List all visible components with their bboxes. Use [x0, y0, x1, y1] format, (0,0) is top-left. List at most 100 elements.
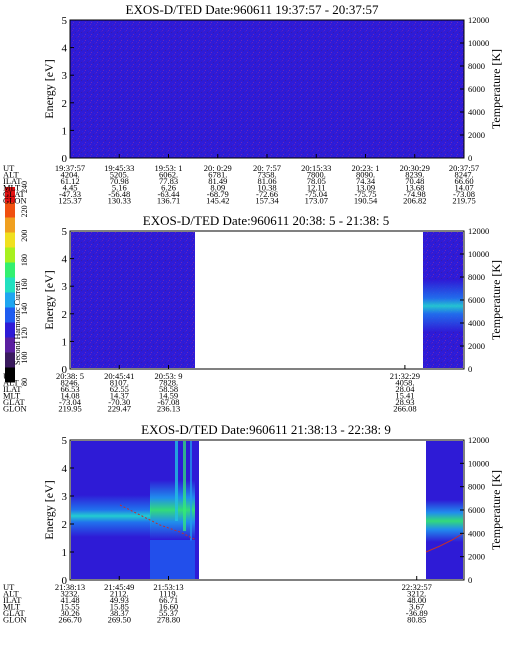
table-cell: 61.12	[60, 176, 79, 186]
table-cell: 5.16	[112, 183, 127, 193]
table-cell: -70.30	[108, 397, 130, 407]
right-tick-label: 10000	[468, 249, 489, 259]
right-tick-label: 0	[468, 153, 472, 163]
left-tick-label: 2	[62, 98, 68, 110]
table-cell: 8246.	[60, 378, 79, 388]
table-cell: 266.70	[58, 615, 81, 625]
table-cell: 21:32:29	[390, 371, 420, 381]
right-tick-label: 12000	[468, 435, 489, 445]
left-tick-label: 2	[62, 309, 68, 321]
left-tick-label: 0	[62, 153, 68, 165]
table-cell: 16.60	[159, 602, 178, 612]
panel-3-title: EXOS-D/TED Date:960611 21:38:13 - 22:38:…	[141, 422, 391, 437]
panel-3: EXOS-D/TED Date:960611 21:38:13 - 22:38:…	[3, 422, 503, 625]
table-cell: 15.85	[110, 602, 129, 612]
panel-3-temperature-trace-right	[425, 533, 463, 553]
panel-3-orbit-table: UTALTILATMLTGLATGLON21:38:133232.41.4815…	[3, 576, 432, 625]
table-cell: -36.89	[406, 608, 428, 618]
panel-1-title: EXOS-D/TED Date:960611 19:37:57 - 20:37:…	[126, 2, 379, 17]
table-cell: 14.07	[454, 183, 473, 193]
colorbar-tick-label: 160	[20, 279, 29, 291]
table-cell: 28.04	[395, 384, 415, 394]
colorbar-swatch	[5, 337, 15, 353]
panel-3-band-left	[71, 495, 151, 537]
colorbar-tick-label: 220	[20, 205, 29, 217]
table-cell: 14.59	[159, 391, 178, 401]
colorbar-swatch	[5, 247, 15, 263]
left-tick-label: 3	[62, 491, 68, 503]
colorbar-tick-label: 120	[20, 327, 29, 339]
colorbar-tick-label: 180	[20, 254, 29, 266]
table-cell: 21:45:49	[104, 582, 134, 592]
colorbar-swatch	[5, 367, 15, 383]
table-cell: 269.50	[108, 615, 131, 625]
panel-3-left-axis: 0 1 2 3 4 5	[62, 435, 74, 587]
right-tick-label: 8000	[468, 61, 485, 71]
table-cell: 20:23: 1	[351, 163, 379, 173]
panel-3-ylabel-right: Temperature [K]	[489, 470, 503, 550]
panel-2-left-axis: 0 1 2 3 4 5	[62, 226, 74, 376]
table-cell: 70.98	[110, 176, 129, 186]
table-cell: 10.38	[257, 183, 276, 193]
left-tick-label: 3	[62, 70, 68, 82]
table-cell: 20: 0:29	[204, 163, 232, 173]
panel-3-low-energy	[150, 540, 195, 579]
table-cell: 19:53: 1	[154, 163, 182, 173]
table-cell: 4.45	[63, 183, 78, 193]
right-tick-label: 4000	[468, 318, 485, 328]
table-row-label: ALT	[3, 589, 20, 599]
panel-3-streak-3	[190, 441, 192, 541]
table-cell: 13.68	[405, 183, 424, 193]
panel-1-spectrogram	[69, 19, 465, 159]
table-cell: 21:53:13	[153, 582, 183, 592]
table-row-label: GLON	[3, 404, 27, 414]
colorbar-tick-label: 240	[20, 181, 29, 193]
table-cell: 66.60	[454, 176, 473, 186]
table-cell: 8107.	[110, 378, 129, 388]
table-cell: 6781.	[208, 170, 227, 180]
colorbar-swatch	[5, 202, 15, 218]
right-tick-label: 0	[468, 364, 472, 374]
left-tick-label: 5	[62, 226, 68, 238]
panel-3-streak-2	[183, 441, 186, 531]
right-tick-label: 12000	[468, 226, 489, 236]
table-cell: -47.33	[59, 189, 81, 199]
right-tick-label: 0	[468, 575, 472, 585]
panel-2-right-axis: 0 2000 4000 6000 8000 10000 12000	[460, 226, 489, 374]
table-cell: 6062.	[159, 170, 178, 180]
table-cell: 190.54	[354, 196, 378, 206]
table-row-label: ALT	[3, 170, 20, 180]
panel-1-ylabel: Energy [eV]	[42, 59, 56, 118]
colorbar: 80 100 120 140 160 180 200 220 240 Second Harmon…	[5, 181, 29, 386]
table-cell: 38.37	[110, 608, 129, 618]
right-tick-label: 6000	[468, 295, 485, 305]
colorbar-label: Second Harmonic Current	[13, 280, 22, 365]
table-row-label: UT	[3, 582, 15, 592]
table-cell: 20: 7:57	[253, 163, 281, 173]
table-cell: 19:45:33	[104, 163, 134, 173]
table-cell: 66.53	[60, 384, 79, 394]
colorbar-strip	[5, 187, 15, 383]
table-row-label: ILAT	[3, 176, 22, 186]
table-cell: 13.09	[356, 183, 375, 193]
colorbar-tick-label: 140	[20, 303, 29, 315]
table-cell: 3.67	[409, 602, 424, 612]
table-cell: 157.34	[255, 196, 279, 206]
right-tick-label: 10000	[468, 38, 489, 48]
panel-3-ylabel: Energy [eV]	[42, 480, 56, 539]
right-tick-label: 4000	[468, 107, 485, 117]
table-cell: 12.11	[307, 183, 326, 193]
table-cell: 219.75	[452, 196, 475, 206]
table-cell: 55.37	[159, 608, 178, 618]
right-tick-label: 6000	[468, 84, 485, 94]
right-tick-label: 2000	[468, 552, 485, 562]
table-cell: -74.98	[404, 189, 426, 199]
table-cell: 58.58	[159, 384, 178, 394]
panel-2-title: EXOS-D/TED Date:960611 20:38: 5 - 21:38:…	[143, 213, 390, 228]
left-tick-label: 3	[62, 281, 68, 293]
table-cell: 21:38:13	[55, 582, 85, 592]
table-cell: -75.04	[305, 189, 328, 199]
